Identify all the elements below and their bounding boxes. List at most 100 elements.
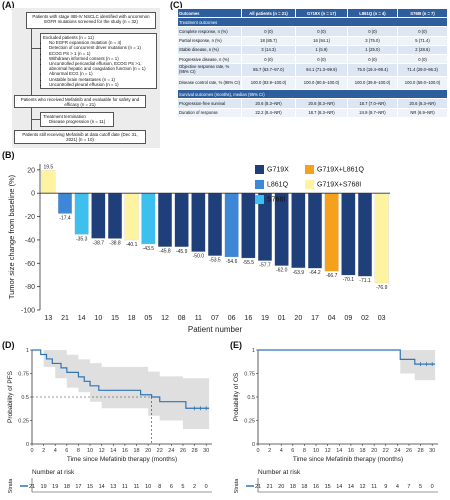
- x-tick-label: 14: [78, 315, 86, 322]
- risk-count: 12: [359, 484, 365, 490]
- bar-value-label: -40.1: [126, 242, 138, 248]
- x-tick-label: 2: [42, 448, 45, 454]
- x-tick-label: 28: [418, 448, 424, 454]
- risk-count: 6: [170, 484, 173, 490]
- panel-d-label: (D): [2, 340, 15, 350]
- table-cell: Partial response, n (%): [177, 35, 242, 46]
- table-row: Complete response, n (%) 0 (0) 0 (0) 0 (0) 0…: [177, 26, 448, 37]
- y-tick-label: 1: [26, 348, 29, 354]
- y-tick-label: 20: [27, 167, 35, 174]
- legend-swatch: [255, 165, 264, 174]
- bar: [208, 193, 222, 256]
- y-tick-label: 0.25: [18, 419, 29, 425]
- bar: [308, 193, 322, 269]
- bar-value-label: -64.2: [309, 270, 321, 276]
- legend-label: L861Q: [267, 181, 289, 189]
- bar-value-label: -17.4: [59, 216, 71, 222]
- risk-count: 20: [278, 484, 284, 490]
- survival-curve: [32, 349, 210, 409]
- bar: [58, 193, 72, 214]
- x-tick-label: 10: [94, 315, 102, 322]
- table-header-cell: All patients (n = 21): [241, 7, 296, 19]
- table-cell: 0 (0): [347, 53, 398, 65]
- x-tick-label: 8: [303, 448, 306, 454]
- risk-count: 10: [145, 484, 151, 490]
- table-cell: Complete response, n (%): [177, 26, 242, 37]
- table-header-cell: Outcomes: [177, 7, 242, 19]
- x-tick-label: 28: [192, 448, 198, 454]
- x-tick-label: 06: [228, 315, 236, 322]
- x-tick-label: 08: [178, 315, 186, 322]
- x-tick-label: 14: [110, 448, 116, 454]
- bar: [174, 193, 189, 247]
- risk-count: 21: [255, 484, 261, 490]
- bar-value-label: -71.1: [359, 278, 371, 284]
- y-tick-label: -40: [25, 237, 35, 244]
- x-axis-title: Time since Mefatinib therapy (months): [293, 456, 403, 463]
- bar: [158, 193, 172, 247]
- bar: [41, 170, 56, 194]
- bar-value-label: -55.5: [243, 260, 255, 266]
- flow-cutoff-box: Patients still receiving Mefatinib at da…: [14, 130, 146, 144]
- y-tick-label: 0: [252, 442, 255, 448]
- legend-swatch: [305, 165, 314, 174]
- table-row: Partial response, n (%) 18 (85.7) 16 (94.1…: [177, 35, 448, 46]
- risk-count: 16: [313, 484, 319, 490]
- x-tick-label: 18: [128, 315, 136, 322]
- legend-swatch: [305, 180, 314, 189]
- risk-count: 14: [336, 484, 342, 490]
- table-cell: 22.2 (8.4–NR): [241, 107, 296, 118]
- table-cell: 100.0 (39.8–100.0): [347, 76, 398, 91]
- table-cell: 1 (5.9): [295, 44, 348, 55]
- y-tick-label: 0: [26, 442, 29, 448]
- x-tick-label: 10: [87, 448, 93, 454]
- table-cell: Disease control rate, % (95% CI): [177, 76, 242, 91]
- bar-value-label: -43.5: [143, 246, 155, 252]
- panel-b-label: (B): [2, 150, 15, 160]
- strata-label: Strata: [8, 478, 14, 494]
- table-section-row: Survival outcomes (months), median (95% …: [177, 89, 448, 100]
- legend-item-g719x-l861q: G719X+L861Q: [305, 165, 364, 174]
- y-tick-label: -60: [25, 261, 35, 268]
- y-tick-label: -80: [25, 284, 35, 291]
- flow-received-box: Patients who received Mefatinib and eval…: [14, 95, 146, 108]
- waterfall-chart: 20 0 -20 -40 -60 -80 -100 19.5 13 -17.4 21 -35.3 14 -…: [7, 164, 390, 334]
- bar-value-label: -38.8: [109, 241, 121, 247]
- excluded-title: Excluded patients (n = 11): [43, 35, 94, 40]
- x-tick-label: 22: [383, 448, 389, 454]
- legend-label: S768I: [267, 196, 286, 204]
- bar-value-label: -53.5: [209, 258, 221, 264]
- panel-a-label: (A): [2, 0, 15, 10]
- y-tick-label: 0.5: [247, 395, 255, 401]
- excluded-item: No EGFR expansion mutation (n = 4): [49, 40, 154, 45]
- table-cell: 0 (0): [347, 26, 398, 37]
- risk-count: 7: [407, 484, 410, 490]
- table-cell: 0 (0): [397, 53, 448, 65]
- table-row: Progressive disease, n (%) 0 (0) 0 (0) 0 (0…: [177, 53, 448, 65]
- risk-count: 18: [290, 484, 296, 490]
- bar: [124, 193, 139, 241]
- x-tick-label: 26: [406, 448, 412, 454]
- table-cell: 75.0 (19.4–99.4): [347, 63, 398, 78]
- risk-count: 19: [52, 484, 58, 490]
- legend-item-g719x-s768i: G719X+S768I: [305, 180, 361, 189]
- excluded-list: No EGFR expansion mutation (n = 4) Detec…: [43, 40, 154, 87]
- y-tick-label: 1: [252, 348, 255, 354]
- bar: [91, 193, 106, 239]
- bar: [374, 193, 389, 284]
- bar: [224, 193, 239, 258]
- table-header-cell: S768I (n = 7): [397, 7, 448, 19]
- legend-item-l861q: L861Q: [255, 180, 288, 189]
- table-cell: 94.1 (71.3–99.9): [295, 63, 348, 78]
- risk-count: 14: [99, 484, 105, 490]
- x-tick-label: 8: [77, 448, 80, 454]
- table-cell: 0 (0): [241, 26, 296, 37]
- excluded-item: Withdrawn informed consent (n = 1): [49, 56, 154, 61]
- x-tick-label: 4: [54, 448, 57, 454]
- table-cell: Duration of response: [177, 107, 242, 118]
- risk-count: 8: [158, 484, 161, 490]
- bar: [274, 193, 289, 266]
- bar-value-label: -76.9: [376, 285, 388, 291]
